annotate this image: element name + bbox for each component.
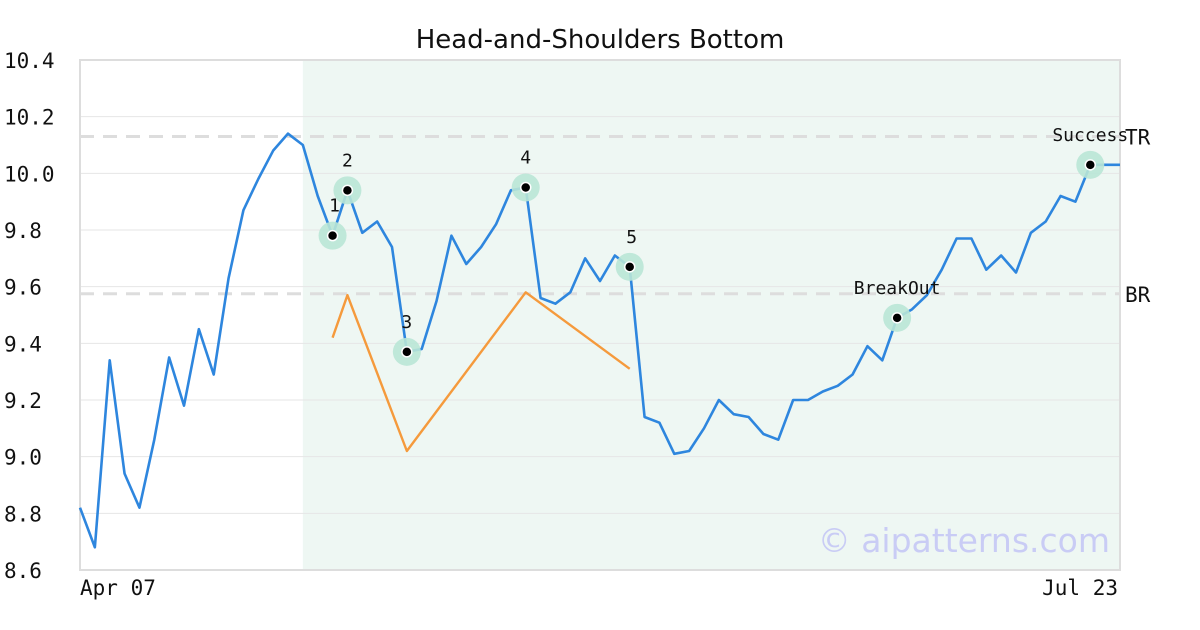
y-tick-label: 10.2 bbox=[4, 106, 55, 130]
point-label: 5 bbox=[626, 227, 637, 248]
x-tick-label: Apr 07 bbox=[80, 576, 156, 600]
point-marker bbox=[519, 181, 532, 194]
y-tick-label: 9.0 bbox=[4, 446, 42, 470]
point-marker bbox=[623, 261, 636, 273]
y-axis-ticks: 8.6 8.8 9.0 9.2 9.4 9.6 9.8 10.0 10.2 10.4 bbox=[4, 49, 55, 583]
series-group bbox=[78, 132, 1120, 549]
pattern-region bbox=[302, 60, 1120, 570]
point-label: 1 bbox=[329, 196, 340, 217]
pattern-line bbox=[331, 291, 631, 453]
level-lines: TR BR bbox=[80, 126, 1151, 307]
point-label: 4 bbox=[520, 148, 531, 169]
grid-lines bbox=[80, 116, 1120, 514]
point-marker bbox=[326, 229, 339, 242]
y-tick-label: 10.0 bbox=[4, 162, 55, 186]
y-tick-label: 9.6 bbox=[4, 276, 42, 300]
point-marker bbox=[1084, 159, 1097, 171]
y-tick-label: 10.4 bbox=[4, 49, 55, 73]
y-tick-label: 9.2 bbox=[4, 389, 42, 413]
y-tick-label: 8.8 bbox=[4, 502, 42, 526]
pattern-points: 1 2 3 4 5 BreakOut Success bbox=[318, 125, 1128, 366]
watermark: © aipatterns.com bbox=[818, 521, 1110, 560]
level-label: BR bbox=[1125, 283, 1151, 307]
point-label: BreakOut bbox=[854, 278, 941, 299]
x-tick-label: Jul 23 bbox=[1042, 576, 1118, 600]
point-label: 3 bbox=[401, 312, 412, 333]
point-marker bbox=[891, 312, 903, 324]
x-axis-ticks: Apr 07 Jul 23 bbox=[80, 576, 1118, 600]
point-label: 2 bbox=[342, 150, 353, 171]
y-tick-label: 9.8 bbox=[4, 219, 42, 243]
level-label: TR bbox=[1125, 126, 1151, 150]
point-marker bbox=[341, 184, 354, 197]
point-label: Success bbox=[1052, 125, 1128, 146]
y-tick-label: 8.6 bbox=[4, 559, 42, 583]
chart-title: Head-and-Shoulders Bottom bbox=[416, 25, 785, 55]
plot-frame bbox=[79, 59, 1121, 571]
price-line bbox=[78, 132, 1120, 549]
y-tick-label: 9.4 bbox=[4, 332, 42, 356]
point-marker bbox=[401, 346, 413, 358]
